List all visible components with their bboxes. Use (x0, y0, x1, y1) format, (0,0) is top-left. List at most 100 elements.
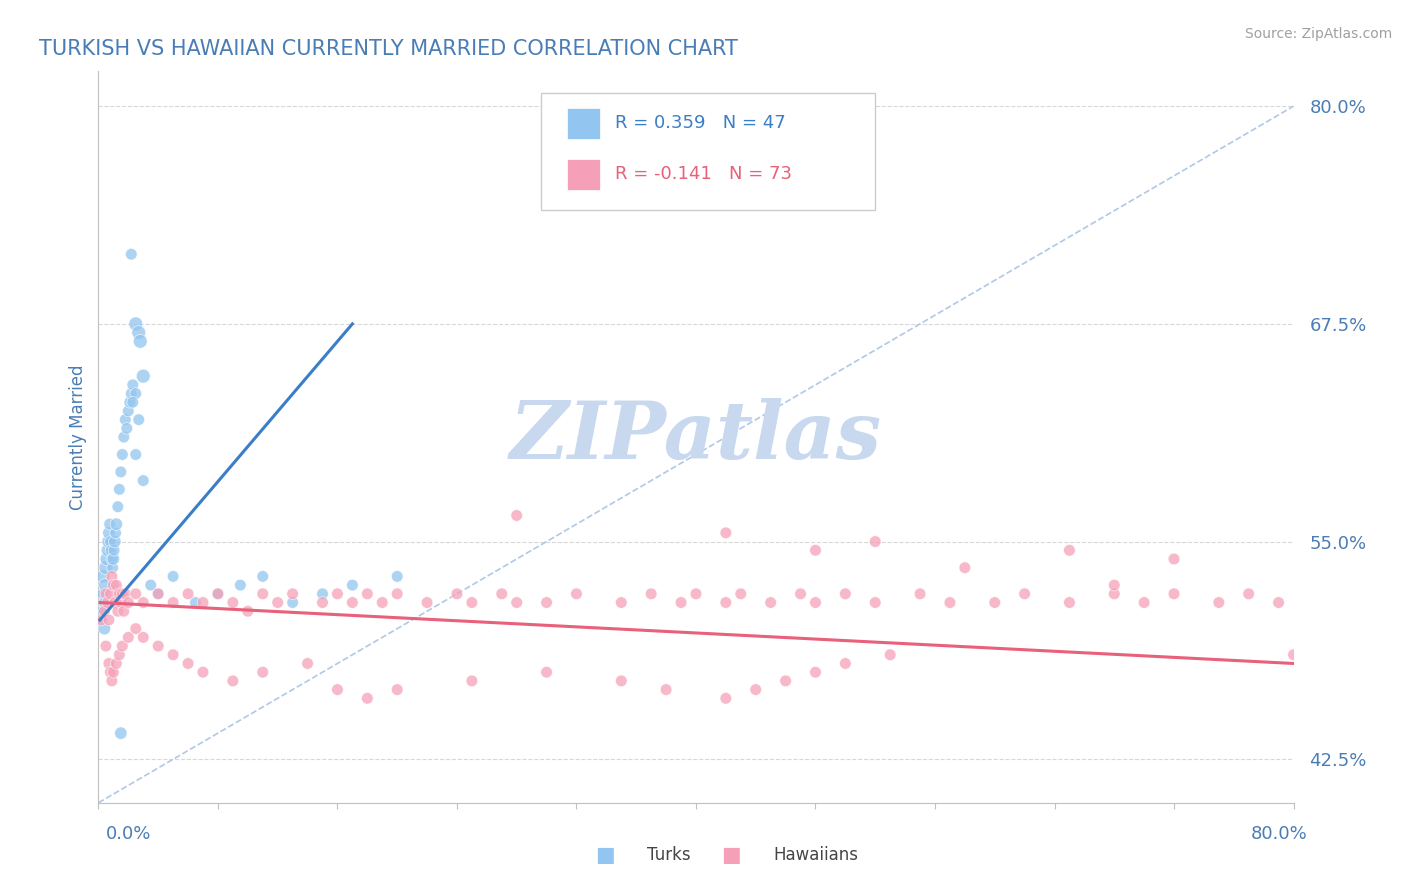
Point (98, 587, 122, 601)
Point (94, 639, 117, 653)
Point (117, 404, 139, 418)
Point (908, 587, 931, 601)
Point (236, 604, 259, 618)
Point (148, 587, 170, 601)
FancyBboxPatch shape (540, 94, 875, 211)
Point (120, 247, 142, 261)
Point (100, 543, 122, 558)
Point (953, 560, 976, 574)
Point (101, 673, 124, 688)
Point (121, 377, 143, 392)
Point (110, 595, 132, 609)
Point (125, 448, 148, 462)
Point (297, 657, 319, 671)
Point (103, 552, 125, 566)
Point (112, 430, 135, 444)
Point (804, 665, 827, 680)
Point (94, 560, 117, 574)
Point (103, 543, 125, 558)
Point (222, 595, 245, 609)
Point (229, 578, 252, 592)
Point (804, 595, 827, 609)
Point (834, 587, 856, 601)
Point (114, 587, 136, 601)
Point (93, 595, 115, 609)
Point (863, 534, 886, 549)
Point (207, 587, 229, 601)
Point (1059, 595, 1081, 609)
Point (1237, 587, 1260, 601)
Point (1163, 552, 1185, 566)
Text: Source: ZipAtlas.com: Source: ZipAtlas.com (1244, 27, 1392, 41)
Point (416, 595, 439, 609)
Point (93, 604, 115, 618)
Point (125, 587, 148, 601)
Point (506, 508, 529, 523)
Text: R = -0.141   N = 73: R = -0.141 N = 73 (614, 166, 792, 184)
Point (132, 474, 155, 488)
Y-axis label: Currently Married: Currently Married (69, 364, 87, 510)
Point (983, 595, 1005, 609)
Point (281, 587, 304, 601)
Point (640, 587, 662, 601)
Point (536, 595, 558, 609)
Point (1133, 595, 1156, 609)
Point (91, 569, 114, 583)
Point (326, 587, 349, 601)
Point (908, 839, 931, 854)
Point (105, 517, 128, 532)
Point (97, 534, 120, 549)
Point (111, 587, 134, 601)
Point (132, 369, 155, 384)
Point (103, 578, 125, 592)
Text: ■: ■ (721, 845, 741, 864)
Point (655, 682, 678, 697)
Point (96, 543, 118, 558)
Point (101, 552, 124, 566)
Point (128, 412, 150, 426)
Point (98, 517, 121, 532)
Point (804, 830, 827, 845)
Point (834, 657, 856, 671)
Point (91, 587, 114, 601)
Point (107, 500, 129, 514)
Point (90, 604, 112, 618)
Point (983, 883, 1005, 892)
Point (714, 691, 737, 706)
Point (685, 587, 707, 601)
Point (115, 421, 138, 435)
Point (446, 587, 468, 601)
Point (94, 587, 117, 601)
Point (1102, 578, 1125, 592)
Point (125, 386, 148, 401)
Point (252, 665, 274, 680)
Point (730, 587, 752, 601)
Point (125, 317, 148, 331)
Point (93, 622, 115, 636)
Point (132, 595, 155, 609)
Text: 80.0%: 80.0% (1251, 825, 1308, 843)
Point (111, 639, 134, 653)
Point (953, 856, 976, 871)
Point (108, 483, 131, 497)
Point (1059, 543, 1081, 558)
Point (371, 595, 394, 609)
Text: ZIPatlas: ZIPatlas (510, 399, 882, 475)
Point (342, 578, 364, 592)
Point (117, 595, 139, 609)
Point (96, 552, 118, 566)
Point (104, 534, 127, 549)
Point (90, 613, 112, 627)
Point (107, 604, 129, 618)
Point (1014, 587, 1036, 601)
Point (879, 865, 901, 880)
Point (1208, 595, 1230, 609)
Point (97, 657, 120, 671)
Text: Hawaiians: Hawaiians (773, 846, 858, 863)
Point (385, 569, 409, 583)
Point (97, 613, 120, 627)
Point (252, 587, 274, 601)
Point (311, 587, 333, 601)
Point (129, 334, 152, 349)
Text: TURKISH VS HAWAIIAN CURRENTLY MARRIED CORRELATION CHART: TURKISH VS HAWAIIAN CURRENTLY MARRIED CO… (39, 38, 738, 59)
